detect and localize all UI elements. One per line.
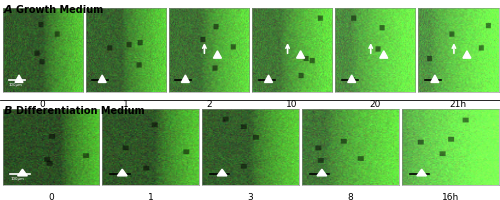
Polygon shape bbox=[431, 76, 439, 83]
Text: 1: 1 bbox=[123, 100, 128, 109]
Polygon shape bbox=[417, 169, 426, 176]
Polygon shape bbox=[317, 169, 326, 176]
Text: 100μm: 100μm bbox=[9, 83, 23, 87]
Text: 20: 20 bbox=[370, 100, 381, 109]
Text: 3: 3 bbox=[248, 192, 254, 200]
Text: 8: 8 bbox=[348, 192, 353, 200]
Polygon shape bbox=[15, 76, 23, 83]
Text: 0: 0 bbox=[40, 100, 46, 109]
Text: B: B bbox=[4, 105, 12, 115]
Text: 2: 2 bbox=[206, 100, 212, 109]
Text: 10: 10 bbox=[286, 100, 298, 109]
Polygon shape bbox=[264, 76, 272, 83]
Polygon shape bbox=[217, 169, 227, 176]
Text: A: A bbox=[4, 5, 12, 15]
Polygon shape bbox=[463, 52, 471, 59]
Text: Differentiation Medium: Differentiation Medium bbox=[16, 105, 145, 115]
Polygon shape bbox=[296, 52, 304, 59]
Text: 16h: 16h bbox=[442, 192, 458, 200]
Polygon shape bbox=[348, 76, 356, 83]
Text: 1: 1 bbox=[148, 192, 154, 200]
Polygon shape bbox=[18, 169, 28, 176]
Polygon shape bbox=[214, 52, 222, 59]
Polygon shape bbox=[182, 76, 190, 83]
Text: Growth Medium: Growth Medium bbox=[16, 5, 104, 15]
Text: 100μm: 100μm bbox=[10, 176, 24, 180]
Polygon shape bbox=[380, 52, 388, 59]
Polygon shape bbox=[98, 76, 106, 83]
Text: 0: 0 bbox=[48, 192, 54, 200]
Polygon shape bbox=[118, 169, 127, 176]
Text: 21h: 21h bbox=[450, 100, 467, 109]
